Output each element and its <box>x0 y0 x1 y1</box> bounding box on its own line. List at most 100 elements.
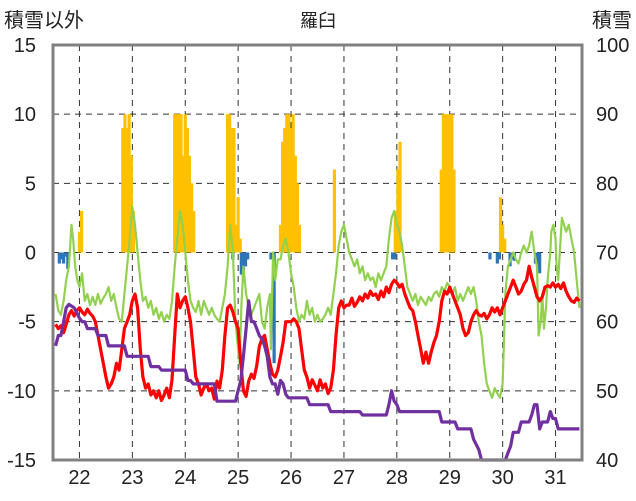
precip-bar <box>173 114 177 253</box>
left-tick-label: 10 <box>14 104 36 126</box>
x-tick-label: 24 <box>174 467 196 489</box>
precip-bar <box>123 114 127 253</box>
precip-bar <box>450 114 454 253</box>
x-tick-label: 22 <box>68 467 90 489</box>
precip-bar <box>452 169 456 253</box>
right-axis-label: 積雪 <box>592 9 632 32</box>
right-tick-label: 50 <box>596 381 618 403</box>
left-tick-label: 0 <box>25 243 36 265</box>
precip-bar <box>498 197 503 253</box>
snow-depth-line <box>54 299 580 462</box>
plot-frame <box>51 43 584 462</box>
negative-bar <box>243 252 248 267</box>
precip-bar <box>181 155 185 253</box>
precip-bar <box>77 231 82 253</box>
negative-bar <box>246 252 250 260</box>
precip-bar <box>175 114 179 253</box>
wind-line <box>54 205 581 399</box>
precip-bar <box>228 114 232 253</box>
x-tick-label: 31 <box>544 467 566 489</box>
right-tick-label: 40 <box>596 450 618 472</box>
precip-bar <box>501 224 505 253</box>
precip-bar <box>131 211 136 253</box>
precip-bar <box>185 128 189 253</box>
precip-bar <box>297 224 302 253</box>
negative-bar <box>495 252 499 264</box>
precip-bar <box>127 114 131 253</box>
precip-bar <box>238 238 242 253</box>
right-tick-label: 90 <box>596 104 618 126</box>
negative-bar <box>535 252 540 270</box>
precip-bar <box>179 114 183 253</box>
precip-bar <box>291 114 295 253</box>
x-tick-label: 23 <box>121 467 143 489</box>
precip-bar <box>287 114 291 253</box>
precip-bar <box>448 114 452 253</box>
left-tick-label: 15 <box>14 35 36 57</box>
right-tick-label: 60 <box>596 312 618 334</box>
precip-bar <box>230 128 234 253</box>
negative-bar <box>59 252 64 260</box>
x-tick-label: 29 <box>439 467 461 489</box>
precip-bar <box>79 211 84 253</box>
right-tick-label: 70 <box>596 243 618 265</box>
precip-bar <box>183 114 187 253</box>
precip-bar <box>289 128 293 253</box>
precip-bar <box>189 183 194 253</box>
precip-bar <box>232 128 236 253</box>
precip-bar <box>236 197 240 253</box>
left-tick-label: 5 <box>25 173 36 195</box>
negative-bar <box>61 252 66 264</box>
precip-bar <box>225 114 230 253</box>
precip-bar <box>398 141 402 253</box>
x-tick-labels: 22 23 24 25 26 27 28 29 30 31 <box>68 467 566 489</box>
negative-bar <box>57 252 61 264</box>
precip-bar <box>393 211 397 253</box>
x-tick-label: 27 <box>333 467 355 489</box>
precip-bar <box>443 114 448 253</box>
precip-bar <box>283 128 287 253</box>
precip-bar <box>234 224 238 253</box>
left-axis-label: 積雪以外 <box>4 9 84 32</box>
precip-bar <box>280 141 285 253</box>
negative-bar <box>393 252 397 260</box>
precip-bar <box>293 155 297 253</box>
precip-bar <box>332 169 337 253</box>
bar-series <box>57 114 542 364</box>
precip-bar <box>192 211 196 253</box>
precip-bar <box>125 128 129 253</box>
negative-bar <box>497 252 502 260</box>
precip-bar <box>503 238 507 253</box>
x-tick-label: 26 <box>280 467 302 489</box>
precip-bar <box>439 169 443 253</box>
right-tick-label: 100 <box>596 35 629 57</box>
left-tick-labels: 15 10 5 0 -5 -10 -15 <box>7 35 36 472</box>
precip-bar <box>177 114 181 253</box>
negative-bar <box>272 252 276 364</box>
line-series <box>54 205 581 462</box>
left-tick-label: -10 <box>7 381 36 403</box>
negative-bar <box>488 252 492 260</box>
negative-bar <box>64 252 68 257</box>
negative-bar <box>269 252 273 260</box>
right-tick-label: 80 <box>596 173 618 195</box>
precip-bar <box>396 169 400 253</box>
negative-bar <box>391 252 395 260</box>
precip-bar <box>129 155 133 253</box>
x-tick-label: 30 <box>492 467 514 489</box>
left-tick-label: -15 <box>7 450 36 472</box>
right-tick-labels: 100 90 80 70 60 50 40 <box>596 35 629 472</box>
precip-bar <box>446 114 450 253</box>
precip-bar <box>285 114 289 253</box>
precip-bar <box>187 155 192 253</box>
x-tick-label: 28 <box>386 467 408 489</box>
negative-bar <box>66 252 70 270</box>
precip-bar <box>121 128 125 253</box>
precip-bar <box>441 114 446 253</box>
negative-bar <box>239 252 243 275</box>
x-tick-label: 25 <box>227 467 249 489</box>
precip-bar <box>278 224 283 253</box>
negative-bar <box>538 252 542 274</box>
chart-title: 羅臼 <box>300 11 336 32</box>
